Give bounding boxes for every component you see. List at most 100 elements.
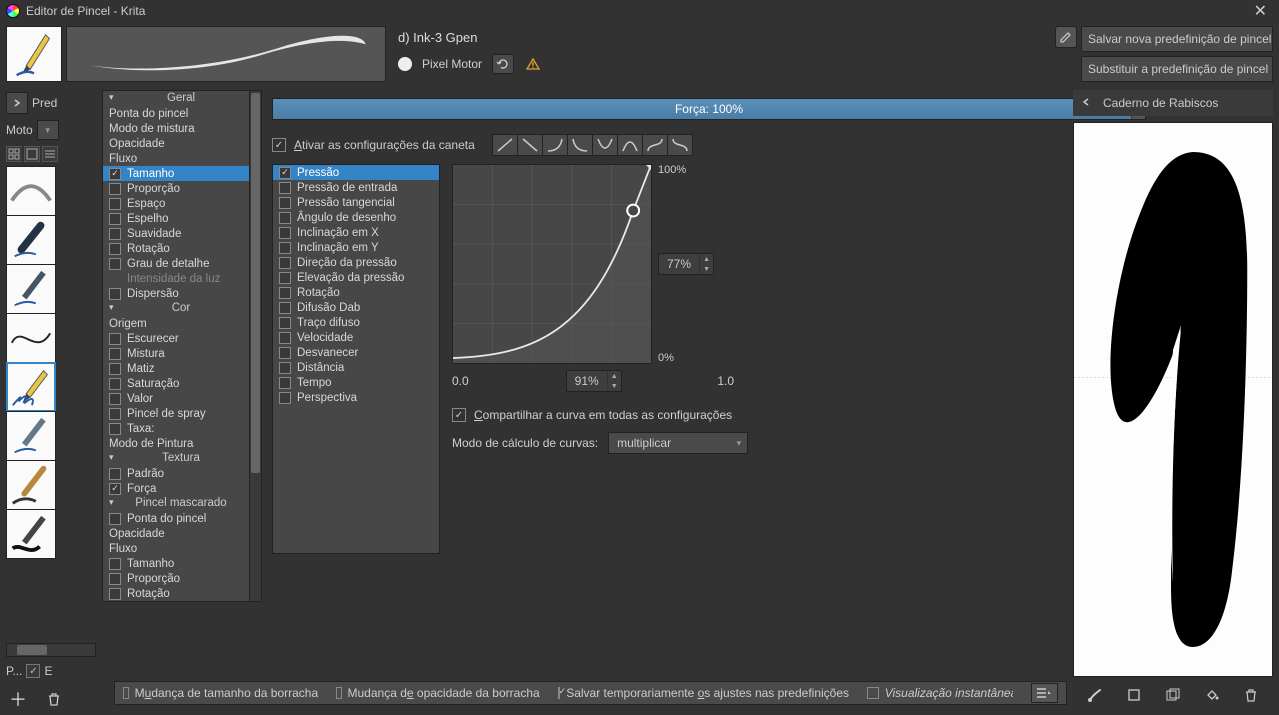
add-preset-button[interactable]: ＋ <box>8 689 28 709</box>
curve-s-up-button[interactable] <box>642 134 668 156</box>
tree-item-m-rotation[interactable]: Rotação <box>103 586 261 601</box>
tree-item-scatter[interactable]: Dispersão <box>103 286 261 301</box>
curve-u-button[interactable] <box>592 134 618 156</box>
presets-collapse-button[interactable] <box>6 92 28 114</box>
sensor-item-rotation[interactable]: Rotação <box>273 285 439 300</box>
view-mode-1-button[interactable] <box>6 146 22 162</box>
sensor-item-tilt-dir[interactable]: Direção da pressão <box>273 255 439 270</box>
tree-item-m-flow[interactable]: Fluxo <box>103 541 261 556</box>
tree-item-darken[interactable]: Escurecer <box>103 331 261 346</box>
tree-header-color[interactable]: Cor <box>103 301 261 316</box>
view-mode-2-button[interactable] <box>24 146 40 162</box>
tree-item-flow[interactable]: Fluxo <box>103 151 261 166</box>
sensor-item-tangential[interactable]: Pressão tangencial <box>273 195 439 210</box>
scratch-clear-button[interactable] <box>1240 684 1262 706</box>
tree-item-mirror[interactable]: Espelho <box>103 211 261 226</box>
eraser-size-checkbox[interactable] <box>123 687 129 699</box>
preset-item[interactable] <box>6 509 56 559</box>
tree-item-ratio[interactable]: Proporção <box>103 181 261 196</box>
tree-item-pattern[interactable]: Padrão <box>103 466 261 481</box>
tree-item-m-tip[interactable]: Ponta do pincel <box>103 511 261 526</box>
replace-preset-button[interactable]: Substituir a predefinição de pincel <box>1081 56 1273 82</box>
tree-item-source[interactable]: Origem <box>103 316 261 331</box>
tree-header-masked[interactable]: Pincel mascarado <box>103 496 261 511</box>
tree-item-strength[interactable]: Força <box>103 481 261 496</box>
sensor-item-draw-angle[interactable]: Ângulo de desenho <box>273 210 439 225</box>
sensor-item-fuzzy[interactable]: Traço difuso <box>273 315 439 330</box>
tree-item-softness[interactable]: Suavidade <box>103 226 261 241</box>
curve-linear-up-button[interactable] <box>492 134 518 156</box>
tree-item-paint-mode[interactable]: Modo de Pintura <box>103 436 261 451</box>
scratch-brush-tool[interactable] <box>1084 684 1106 706</box>
tree-item-value[interactable]: Valor <box>103 391 261 406</box>
sensor-item-tilt-y[interactable]: Inclinação em Y <box>273 240 439 255</box>
tree-header-general[interactable]: Geral <box>103 91 261 106</box>
scratch-frame-tool[interactable] <box>1123 684 1145 706</box>
preset-scrollbar[interactable] <box>6 643 96 657</box>
preset-item[interactable] <box>6 460 56 510</box>
sensor-item-tilt-x[interactable]: Inclinação em X <box>273 225 439 240</box>
sensor-item-speed[interactable]: Velocidade <box>273 330 439 345</box>
curve-s-down-button[interactable] <box>667 134 693 156</box>
tree-item-mix[interactable]: Mistura <box>103 346 261 361</box>
scratch-layers-tool[interactable] <box>1162 684 1184 706</box>
tree-header-texture[interactable]: Textura <box>103 451 261 466</box>
preset-item[interactable] <box>6 264 56 314</box>
instant-preview-checkbox[interactable] <box>867 687 879 699</box>
brush-icon-thumbnail[interactable] <box>6 26 62 82</box>
sensor-item-time[interactable]: Tempo <box>273 375 439 390</box>
curve-calc-combo[interactable]: multiplicar <box>608 432 748 454</box>
scratchpad-back-button[interactable] <box>1077 96 1095 110</box>
footer-menu-button[interactable] <box>1031 683 1058 703</box>
sensor-item-distance[interactable]: Distância <box>273 360 439 375</box>
tree-item-saturation[interactable]: Saturação <box>103 376 261 391</box>
curve-x-spinbox[interactable]: 91% ▲▼ <box>566 370 622 392</box>
reload-engine-button[interactable] <box>492 54 514 74</box>
tree-item-brush-tip[interactable]: Ponta do pincel <box>103 106 261 121</box>
eraser-opacity-checkbox[interactable] <box>336 687 341 699</box>
rename-brush-button[interactable] <box>1055 26 1077 48</box>
sensor-item-pressure[interactable]: Pressão <box>273 165 439 180</box>
tree-scrollbar[interactable] <box>249 91 261 601</box>
preset-item[interactable] <box>6 411 56 461</box>
tree-item-opacity[interactable]: Opacidade <box>103 136 261 151</box>
curve-arch-button[interactable] <box>617 134 643 156</box>
tree-item-blend-mode[interactable]: Modo de mistura <box>103 121 261 136</box>
curve-y-spinbox[interactable]: 77% ▲▼ <box>658 253 714 275</box>
tree-item-m-ratio[interactable]: Proporção <box>103 571 261 586</box>
tree-item-rate[interactable]: Taxa: <box>103 421 261 436</box>
save-new-preset-button[interactable]: Salvar nova predefinição de pincel... <box>1081 26 1273 52</box>
engine-filter-dropdown[interactable]: ▾ <box>37 120 59 140</box>
curve-editor[interactable] <box>452 164 652 364</box>
tree-item-hue[interactable]: Matiz <box>103 361 261 376</box>
temp-save-checkbox[interactable] <box>558 687 561 699</box>
sensor-item-tilt-elev[interactable]: Elevação da pressão <box>273 270 439 285</box>
strength-slider[interactable]: Força: 100% ▲▼ <box>272 98 1146 120</box>
preset-item[interactable] <box>6 362 56 412</box>
scratch-fill-tool[interactable] <box>1201 684 1223 706</box>
view-mode-3-button[interactable] <box>42 146 58 162</box>
presets-flag-checkbox[interactable] <box>26 664 40 678</box>
enable-pen-checkbox[interactable] <box>272 138 286 152</box>
sensor-item-perspective[interactable]: Perspectiva <box>273 390 439 405</box>
curve-ease-in-button[interactable] <box>542 134 568 156</box>
tree-item-sharpness[interactable]: Grau de detalhe <box>103 256 261 271</box>
curve-ease-out-button[interactable] <box>567 134 593 156</box>
delete-preset-button[interactable] <box>44 689 64 709</box>
preset-item[interactable] <box>6 215 56 265</box>
tree-item-size[interactable]: Tamanho <box>103 166 261 181</box>
curve-linear-down-button[interactable] <box>517 134 543 156</box>
sensor-item-pressure-in[interactable]: Pressão de entrada <box>273 180 439 195</box>
tree-item-spacing[interactable]: Espaço <box>103 196 261 211</box>
window-close-button[interactable]: ✕ <box>1248 1 1273 21</box>
preset-item[interactable] <box>6 313 56 363</box>
sensor-item-fade[interactable]: Desvanecer <box>273 345 439 360</box>
scratchpad-canvas[interactable] <box>1073 122 1273 677</box>
tree-item-m-opacity[interactable]: Opacidade <box>103 526 261 541</box>
share-curve-checkbox[interactable] <box>452 408 466 422</box>
tree-item-spray[interactable]: Pincel de spray <box>103 406 261 421</box>
sensor-item-dab[interactable]: Difusão Dab <box>273 300 439 315</box>
preset-item[interactable] <box>6 166 56 216</box>
tree-item-rotation[interactable]: Rotação <box>103 241 261 256</box>
tree-item-m-size[interactable]: Tamanho <box>103 556 261 571</box>
